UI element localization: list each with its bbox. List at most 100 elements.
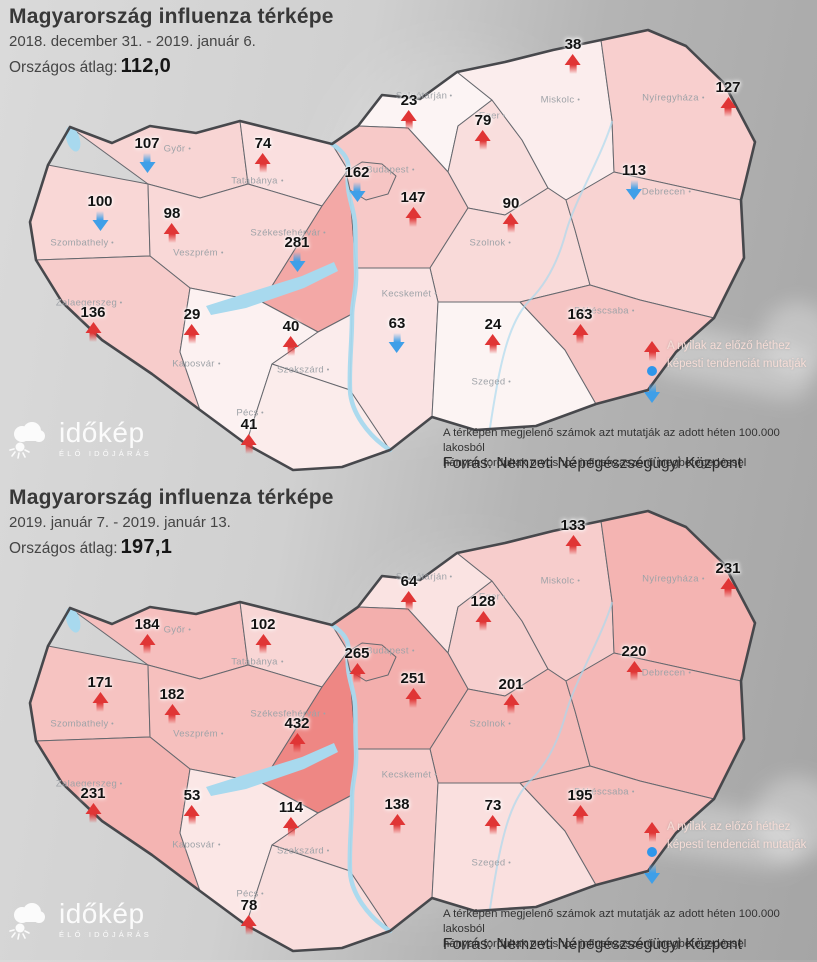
region-szolnok: 201 bbox=[498, 677, 524, 714]
region-tatabanya: 74 bbox=[255, 136, 271, 173]
city-dot bbox=[120, 782, 123, 785]
region-value: 133 bbox=[560, 516, 586, 534]
region-value: 195 bbox=[567, 786, 593, 804]
data-source: Forrás: Nemzeti Népegészségügyi Központ bbox=[443, 455, 742, 472]
city-label-zalaegerszeg: Zalaegerszeg bbox=[56, 298, 123, 309]
city-dot bbox=[411, 649, 414, 652]
city-label-szekesfehervar: Székesfehérvár bbox=[250, 709, 326, 720]
region-value: 432 bbox=[284, 714, 310, 732]
region-gyor: 184 bbox=[134, 617, 160, 654]
trend-up-icon bbox=[255, 152, 271, 173]
idokep-logo: időkép ÉLŐ IDŐJÁRÁS bbox=[8, 419, 152, 461]
trend-up-icon bbox=[503, 693, 519, 714]
region-value: 281 bbox=[284, 233, 310, 251]
background-blob bbox=[754, 776, 817, 860]
city-label-gyor: Győr bbox=[164, 144, 191, 155]
trend-up-icon bbox=[164, 222, 180, 243]
idokep-logo: időkép ÉLŐ IDŐJÁRÁS bbox=[8, 900, 152, 942]
country-outline bbox=[28, 509, 757, 953]
trend-up-icon bbox=[389, 813, 405, 834]
region-szeged: 24 bbox=[484, 315, 502, 354]
trend-up-icon bbox=[184, 323, 200, 344]
trend-up-icon bbox=[139, 633, 155, 654]
region-szekesfehervar: 281 bbox=[284, 233, 310, 272]
region-labels-layer: 184 Győr 102 Tatabánya 171 Szombathely 182 Vesz… bbox=[0, 481, 817, 962]
region-kaposvar: 29 bbox=[184, 307, 200, 344]
city-label-tatabanya: Tatabánya bbox=[231, 657, 283, 668]
city-dot bbox=[217, 843, 220, 846]
page-title: Magyarország influenza térképe bbox=[9, 5, 334, 28]
city-dot bbox=[188, 628, 191, 631]
region-value: 24 bbox=[484, 315, 502, 333]
city-dot bbox=[688, 671, 691, 674]
region-salgotarjan: 23 bbox=[401, 93, 417, 130]
trend-up-icon bbox=[184, 804, 200, 825]
idokep-logo-text: időkép ÉLŐ IDŐJÁRÁS bbox=[59, 898, 152, 940]
city-dot bbox=[280, 179, 283, 182]
city-dot bbox=[577, 98, 580, 101]
region-pecs: 78 bbox=[241, 898, 257, 935]
trend-up-icon bbox=[565, 53, 581, 74]
footnote: A térképen megjelenő számok azt mutatják… bbox=[443, 427, 780, 469]
lake-ferto bbox=[65, 126, 81, 152]
trend-up-icon bbox=[349, 662, 365, 683]
trend-up-icon bbox=[255, 633, 271, 654]
national-average: Országos átlag: 197,1 bbox=[9, 536, 334, 559]
city-label-eger: Eger bbox=[479, 592, 506, 603]
region-szolnok: 90 bbox=[502, 194, 520, 233]
city-dot bbox=[508, 722, 511, 725]
region-value: 147 bbox=[400, 188, 426, 206]
trend-down-icon bbox=[92, 210, 108, 231]
trend-up-icon bbox=[720, 577, 736, 598]
trend-up-icon bbox=[241, 433, 257, 454]
city-label-pecs: Pécs bbox=[236, 408, 264, 419]
page-title: Magyarország influenza térképe bbox=[9, 486, 334, 509]
river-tisza bbox=[489, 602, 613, 910]
trend-up-icon bbox=[92, 691, 108, 712]
region-value: 251 bbox=[400, 669, 426, 687]
trend-up-icon bbox=[405, 206, 421, 227]
lake-ferto bbox=[65, 607, 81, 633]
data-source: Forrás: Nemzeti Népegészségügyi Központ bbox=[443, 936, 742, 953]
region-value: 163 bbox=[567, 305, 593, 323]
city-dot bbox=[577, 579, 580, 582]
city-dot bbox=[508, 861, 511, 864]
region-value: 100 bbox=[87, 192, 113, 210]
city-dot bbox=[503, 595, 506, 598]
background-blob bbox=[762, 302, 817, 374]
trend-up-icon bbox=[572, 323, 588, 344]
region-gyor: 107 bbox=[134, 136, 160, 173]
city-label-budapest: Budapest bbox=[366, 165, 414, 176]
trend-up-icon bbox=[164, 703, 180, 724]
city-dot bbox=[220, 251, 223, 254]
region-value: 128 bbox=[470, 592, 496, 610]
region-szekesfehervar: 432 bbox=[284, 714, 310, 753]
city-dot bbox=[327, 368, 330, 371]
region-miskolc: 133 bbox=[560, 516, 586, 555]
region-zalaegerszeg: 136 bbox=[80, 305, 106, 342]
city-dot bbox=[701, 96, 704, 99]
region-pecs: 41 bbox=[241, 417, 257, 454]
region-value: 98 bbox=[163, 204, 181, 222]
region-value: 90 bbox=[502, 194, 520, 212]
influenza-map-panel-week2: 184 Győr 102 Tatabánya 171 Szombathely 182 Vesz… bbox=[0, 481, 817, 962]
city-label-szekszard: Szekszárd bbox=[277, 846, 330, 857]
trend-up-icon bbox=[475, 129, 491, 150]
national-average-value: 197,1 bbox=[120, 536, 173, 558]
region-nyiregyhaza: 127 bbox=[715, 80, 741, 117]
national-average-label: Országos átlag: bbox=[9, 540, 118, 557]
trend-up-icon bbox=[626, 660, 642, 681]
city-label-nyiregyhaza: Nyíregyháza bbox=[642, 93, 704, 104]
city-label-nyiregyhaza: Nyíregyháza bbox=[642, 574, 704, 585]
trend-up-icon bbox=[644, 341, 660, 361]
region-value: 182 bbox=[159, 685, 185, 703]
influenza-map-panel-week1: 107 Győr 74 Tatabánya 100 Szombathely 98 Veszpr… bbox=[8, 5, 806, 472]
region-kecskemet: 138 bbox=[384, 797, 410, 834]
region-value: 40 bbox=[282, 317, 300, 335]
region-debrecen: 113 bbox=[622, 163, 646, 200]
city-dot bbox=[120, 301, 123, 304]
city-label-szombathely: Szombathely bbox=[50, 719, 114, 730]
date-range: 2019. január 7. - 2019. január 13. bbox=[9, 514, 231, 531]
region-value: 113 bbox=[621, 161, 647, 179]
